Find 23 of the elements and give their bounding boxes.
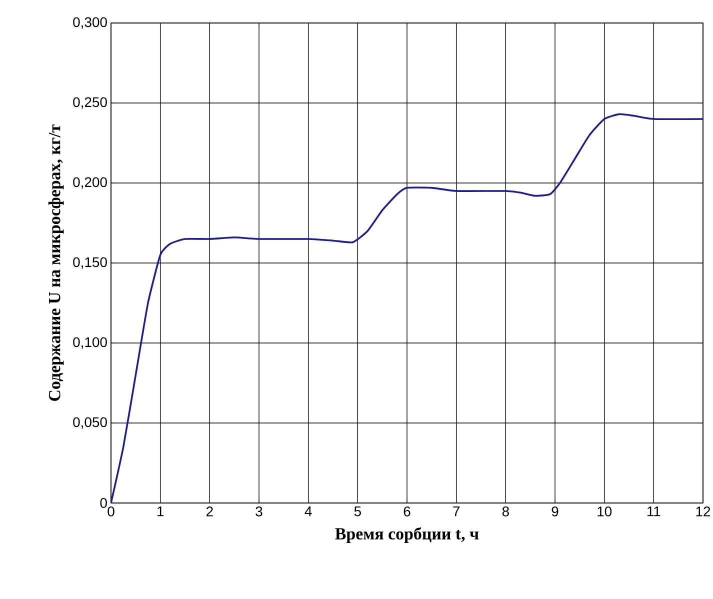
x-tick-label: 9	[552, 506, 558, 516]
x-tick-label: 1	[158, 506, 164, 516]
x-tick-label: 10	[598, 506, 612, 516]
y-tick-label: 0,150	[73, 257, 107, 269]
x-tick-label: 6	[404, 506, 410, 516]
x-tick-label: 11	[647, 506, 660, 516]
x-tick-label: 0	[108, 506, 114, 516]
y-tick-label: 0	[100, 498, 107, 508]
x-tick-label: 4	[304, 506, 312, 516]
y-axis-title: Содержание U на микросферах, кг/т	[48, 124, 64, 401]
x-tick-label: 12	[696, 506, 710, 516]
x-axis-title: Время сорбции t, ч	[335, 527, 479, 543]
x-tick-label: 8	[502, 506, 509, 516]
x-tick-label: 2	[206, 506, 213, 516]
y-tick-label: 0,300	[73, 17, 107, 29]
y-tick-label: 0,200	[73, 177, 107, 189]
y-tick-label: 0,050	[73, 417, 107, 429]
x-tick-label: 5	[354, 506, 361, 516]
x-tick-label: 3	[256, 506, 262, 516]
y-tick-label: 0,250	[73, 97, 107, 109]
y-tick-label: 0,100	[73, 337, 107, 349]
x-tick-label: 7	[453, 506, 460, 516]
line-series	[111, 113, 704, 503]
